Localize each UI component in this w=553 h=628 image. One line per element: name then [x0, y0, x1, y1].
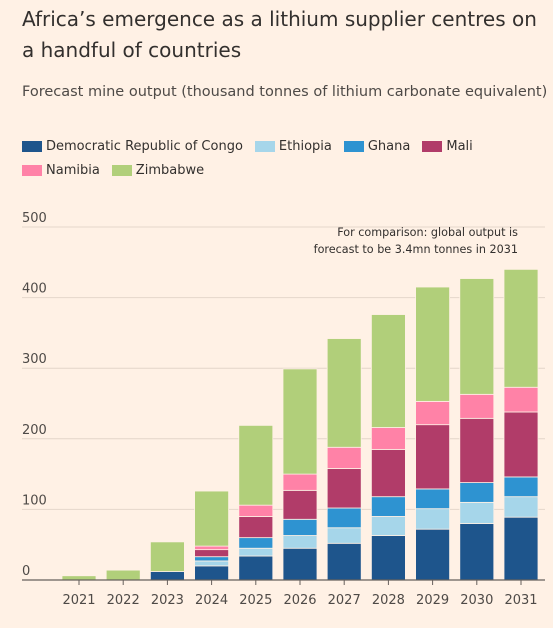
bar-segment	[282, 473, 318, 491]
bar-segment	[282, 518, 318, 536]
bar-segment	[459, 393, 495, 419]
bar-segment	[370, 535, 406, 581]
bar-segment	[238, 547, 274, 557]
bar-segment	[194, 560, 230, 567]
bar-segment	[194, 490, 230, 547]
bar-segment	[238, 555, 274, 581]
x-tick-label: 2028	[372, 593, 405, 608]
chart-subtitle: Forecast mine output (thousand tonnes of…	[22, 84, 548, 100]
bar-segment	[415, 508, 451, 530]
bar-segment	[326, 527, 362, 544]
legend-swatch	[22, 140, 42, 152]
legend-item: Namibia	[22, 161, 100, 179]
bar-segment	[326, 338, 362, 448]
legend-label: Ethiopia	[278, 138, 332, 154]
legend-label: Zimbabwe	[135, 162, 205, 178]
legend-item: Mali	[422, 137, 473, 155]
legend-item: Ethiopia	[254, 137, 332, 155]
bar-segment	[194, 565, 230, 581]
bar-segment	[238, 424, 274, 506]
bar-segment	[370, 496, 406, 517]
legend-label: Democratic Republic of Congo	[46, 138, 243, 154]
x-tick-label: 2029	[416, 593, 449, 608]
chart-annotation: For comparison: global output is forecas…	[313, 226, 518, 256]
bar-segment	[194, 545, 230, 551]
bar-segment	[370, 314, 406, 428]
bar-segment	[503, 496, 539, 518]
bar-segment	[61, 575, 97, 581]
x-tick-label: 2024	[195, 593, 228, 608]
bar-segment	[459, 501, 495, 524]
bar-segment	[459, 278, 495, 395]
bar-segment	[282, 547, 318, 581]
y-tick-label: 300	[22, 352, 47, 367]
chart-legend: Democratic Republic of Congo Ethiopia Ghan…	[22, 137, 542, 179]
legend-label: Namibia	[46, 162, 100, 178]
legend-item: Zimbabwe	[111, 161, 205, 179]
x-tick-label: 2021	[62, 593, 95, 608]
bar-segment	[459, 482, 495, 503]
bar-segment	[370, 448, 406, 498]
x-tick-label: 2030	[460, 593, 493, 608]
bar-segment	[459, 523, 495, 581]
y-tick-label: 500	[22, 211, 47, 226]
x-tick-label: 2027	[328, 593, 361, 608]
bar-segment	[370, 427, 406, 450]
bar-segment	[282, 368, 318, 475]
y-tick-label: 200	[22, 423, 47, 438]
bar-segment	[503, 268, 539, 388]
x-tick-label: 2031	[504, 593, 537, 608]
bar-segment	[326, 468, 362, 509]
bar-segment	[149, 571, 185, 581]
bar-segment	[194, 556, 230, 562]
chart-title: Africa’s emergence as a lithium supplier…	[22, 7, 537, 62]
legend-swatch	[111, 164, 132, 176]
y-tick-label: 100	[22, 493, 47, 508]
bar-segment	[415, 528, 451, 581]
legend-swatch	[343, 140, 364, 152]
bar-segment	[194, 549, 230, 558]
bar-segment	[503, 411, 539, 478]
bar-segment	[415, 286, 451, 402]
bar-segment	[238, 537, 274, 549]
x-tick-label: 2025	[239, 593, 272, 608]
bar-segment	[503, 476, 539, 498]
bar-segment	[105, 569, 141, 581]
legend-swatch	[254, 140, 275, 152]
bar-segment	[282, 535, 318, 549]
legend-swatch	[22, 164, 42, 176]
bar-segment	[415, 400, 451, 426]
bar-segment	[326, 507, 362, 529]
legend-item: Ghana	[343, 137, 411, 155]
x-tick-label: 2022	[107, 593, 140, 608]
bar-segment	[326, 542, 362, 581]
bar-segment	[415, 488, 451, 510]
bar-segment	[503, 386, 539, 413]
bar-segment	[326, 446, 362, 469]
legend-swatch	[422, 140, 443, 152]
legend-item: Democratic Republic of Congo	[22, 137, 243, 155]
bar-segment	[370, 516, 406, 536]
bar-segment	[149, 541, 185, 572]
y-tick-label: 400	[22, 282, 47, 297]
bar-segment	[459, 417, 495, 483]
x-tick-label: 2023	[151, 593, 184, 608]
x-tick-label: 2026	[283, 593, 316, 608]
bar-segment	[503, 516, 539, 581]
bar-segment	[415, 424, 451, 490]
bar-segment	[282, 489, 318, 520]
legend-label: Mali	[446, 138, 473, 154]
bar-segment	[238, 516, 274, 539]
legend-label: Ghana	[367, 138, 411, 154]
bar-segment	[238, 504, 274, 517]
y-tick-label: 0	[22, 564, 30, 579]
